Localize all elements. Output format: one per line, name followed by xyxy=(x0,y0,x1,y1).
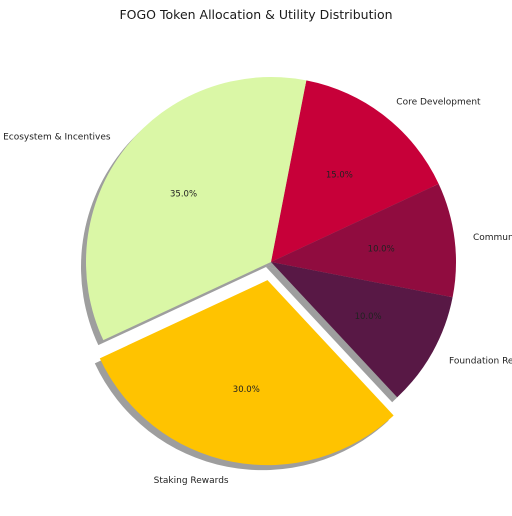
slice-pct-foundation-reserve: 10.0% xyxy=(355,312,382,322)
slice-label-core-development: Core Development xyxy=(396,98,481,108)
chart-title: FOGO Token Allocation & Utility Distribu… xyxy=(119,7,392,22)
pie-slice-ecosystem-incentives xyxy=(85,77,307,341)
slice-layer xyxy=(85,77,457,466)
label-layer: Core Development 15.0% Ecosystem & Incenti… xyxy=(3,98,512,486)
slice-pct-core-development: 15.0% xyxy=(326,171,353,181)
slice-pct-ecosystem-incentives: 35.0% xyxy=(170,190,197,200)
pie-slice-core-development xyxy=(271,80,439,262)
slice-label-staking-rewards: Staking Rewards xyxy=(154,476,229,486)
pie-slice-staking-rewards xyxy=(99,280,394,466)
slice-pct-community-governance: 10.0% xyxy=(368,244,395,254)
pie-slice-foundation-reserve xyxy=(271,262,453,398)
slice-label-community-governance: Community Governance xyxy=(473,233,512,243)
slice-label-ecosystem-incentives: Ecosystem & Incentives xyxy=(3,133,111,143)
slice-label-foundation-reserve: Foundation Reserve xyxy=(449,357,512,367)
slice-pct-staking-rewards: 30.0% xyxy=(233,385,260,395)
pie-slice-community-governance xyxy=(271,183,457,298)
